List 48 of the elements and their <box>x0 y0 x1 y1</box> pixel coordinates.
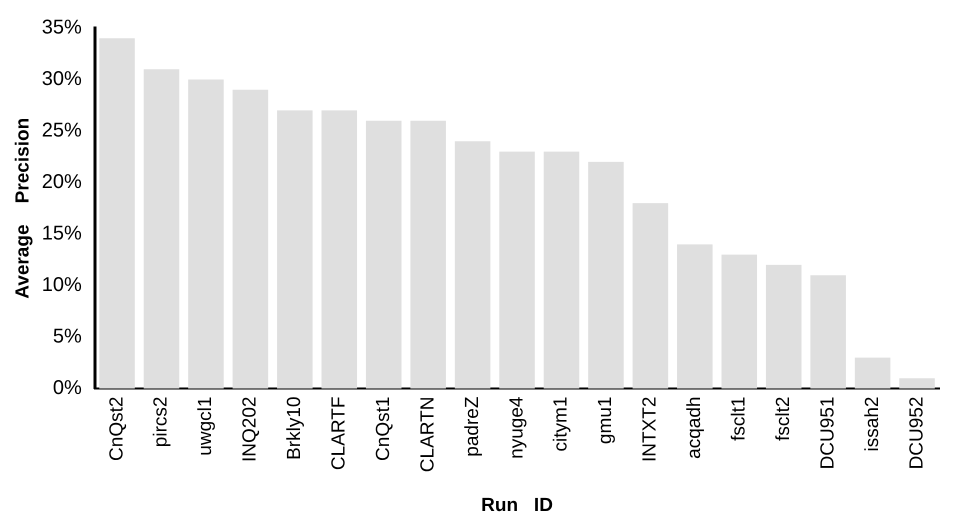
x-tick-label: acqadh <box>684 396 706 459</box>
bar <box>188 80 224 389</box>
bar <box>854 358 890 389</box>
x-tick-label: DCU951 <box>817 396 838 470</box>
y-axis-title: Average Precision <box>12 118 34 299</box>
x-tick-label: uwgcl1 <box>195 396 216 456</box>
x-tick-label: pircs2 <box>150 396 172 448</box>
x-tick-label: INQ202 <box>240 396 261 462</box>
y-tick-label: 5% <box>52 326 82 348</box>
bar <box>677 244 713 389</box>
bar <box>321 110 358 389</box>
y-tick-label: 0% <box>52 377 82 400</box>
x-tick-label: gmu1 <box>595 396 616 444</box>
bar <box>544 152 580 389</box>
x-tick-label: nyuge4 <box>506 396 528 459</box>
y-tick-label: 30% <box>42 68 82 90</box>
bar <box>766 264 802 389</box>
bar <box>454 141 490 389</box>
bar <box>721 254 758 389</box>
x-tick-label: citym1 <box>550 396 572 452</box>
bar <box>588 162 624 389</box>
bar <box>366 120 402 389</box>
y-tick-label: 35% <box>42 16 82 39</box>
x-tick-label: fsclt2 <box>772 396 794 441</box>
bar <box>632 203 668 389</box>
x-tick-label: Brkly10 <box>284 396 306 460</box>
x-tick-label: CnQst1 <box>372 396 394 461</box>
y-tick-label: 25% <box>42 120 82 142</box>
x-tick-label: issah2 <box>862 396 883 452</box>
y-tick-label: 15% <box>42 222 82 245</box>
x-tick-label: INTXT2 <box>640 396 661 462</box>
bar <box>277 110 313 389</box>
bar <box>810 275 846 389</box>
x-tick-label: CnQst2 <box>106 396 128 461</box>
bar <box>99 38 135 389</box>
bar <box>499 152 535 389</box>
x-tick-label: DCU952 <box>906 396 928 470</box>
x-tick-label: padreZ <box>462 396 483 457</box>
x-tick-label: CLARTN <box>417 396 438 472</box>
y-tick-label: 10% <box>42 274 82 296</box>
bar <box>232 90 268 389</box>
x-tick-label: CLARTF <box>328 396 350 470</box>
x-axis-title: Run ID <box>481 494 553 516</box>
x-tick-label: fsclt1 <box>728 396 750 441</box>
bar <box>899 378 935 389</box>
bar <box>410 120 446 389</box>
bar <box>144 69 180 389</box>
y-tick-label: 20% <box>42 171 82 194</box>
